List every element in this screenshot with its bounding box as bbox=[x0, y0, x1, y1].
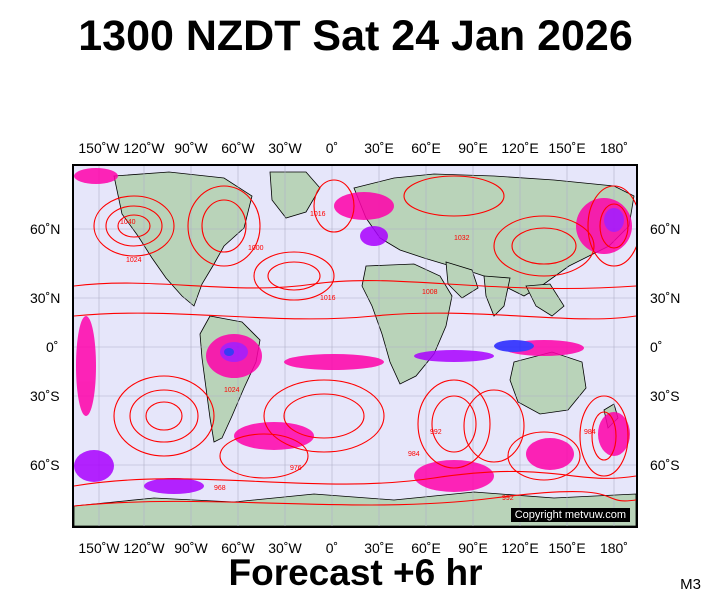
lon-label-top: 90˚W bbox=[174, 140, 208, 156]
pressure-label: 1024 bbox=[224, 387, 240, 394]
pressure-label: 992 bbox=[502, 495, 514, 502]
pressure-label: 984 bbox=[584, 429, 596, 436]
weather-map-svg: 1040 1024 1016 1000 1016 1008 1032 992 9… bbox=[74, 166, 636, 526]
arabia bbox=[445, 261, 479, 299]
pressure-labels: 1040 1024 1016 1000 1016 1008 1032 992 9… bbox=[120, 211, 596, 502]
lat-label-right: 60˚S bbox=[650, 457, 680, 473]
pressure-label: 984 bbox=[408, 451, 420, 458]
southeast-asia bbox=[525, 283, 565, 317]
lon-label-bottom: 150˚W bbox=[78, 540, 120, 556]
greenland bbox=[269, 171, 321, 219]
lon-label-bottom: 120˚E bbox=[501, 540, 539, 556]
north-america bbox=[113, 171, 253, 307]
forecast-label: Forecast +6 hr bbox=[228, 552, 483, 593]
lat-label-right: 30˚N bbox=[650, 290, 681, 306]
pressure-label: 1040 bbox=[120, 219, 136, 226]
isobars bbox=[74, 175, 636, 507]
lon-label-bottom: 0˚ bbox=[325, 540, 339, 556]
lon-label-bottom: 150˚E bbox=[548, 540, 586, 556]
pressure-label: 1008 bbox=[422, 289, 438, 296]
lon-label-bottom: 120˚W bbox=[123, 540, 165, 556]
lon-label-bottom: 60˚W bbox=[221, 540, 255, 556]
lon-label-top: 150˚W bbox=[78, 140, 120, 156]
lon-label-top: 60˚W bbox=[221, 140, 255, 156]
model-tag: M3 bbox=[680, 576, 701, 593]
antarctica bbox=[74, 491, 636, 526]
pressure-label: 968 bbox=[214, 485, 226, 492]
lat-label-left: 30˚S bbox=[30, 388, 60, 404]
lon-label-bottom: 180˚ bbox=[599, 540, 629, 556]
pressure-label: 992 bbox=[430, 429, 442, 436]
lat-label-left: 30˚N bbox=[30, 290, 61, 306]
lat-label-right: 30˚S bbox=[650, 388, 680, 404]
lon-label-top: 30˚W bbox=[268, 140, 302, 156]
lat-label-left: 60˚S bbox=[30, 457, 60, 473]
lat-label-left: 0˚ bbox=[46, 339, 59, 355]
lon-label-top: 30˚E bbox=[364, 140, 394, 156]
lon-label-top: 120˚W bbox=[123, 140, 165, 156]
copyright-badge: Copyright metvuw.com bbox=[510, 508, 630, 522]
pressure-label: 1016 bbox=[310, 211, 326, 218]
lon-label-bottom: 30˚W bbox=[268, 540, 302, 556]
pressure-label: 1000 bbox=[248, 245, 264, 252]
lon-label-top: 60˚E bbox=[411, 140, 441, 156]
pressure-label: 1016 bbox=[320, 295, 336, 302]
lat-label-left: 60˚N bbox=[30, 221, 61, 237]
lon-label-bottom: 60˚E bbox=[411, 540, 441, 556]
lon-label-top: 90˚E bbox=[458, 140, 488, 156]
weather-map: 1040 1024 1016 1000 1016 1008 1032 992 9… bbox=[72, 164, 638, 528]
pressure-label: 1024 bbox=[126, 257, 142, 264]
pressure-label: 1032 bbox=[454, 235, 470, 242]
lon-label-bottom: 30˚E bbox=[364, 540, 394, 556]
lon-label-top: 0˚ bbox=[325, 140, 339, 156]
lon-label-bottom: 90˚E bbox=[458, 540, 488, 556]
lat-label-right: 60˚N bbox=[650, 221, 681, 237]
lon-label-top: 180˚ bbox=[599, 140, 629, 156]
lon-label-top: 120˚E bbox=[501, 140, 539, 156]
lat-label-right: 0˚ bbox=[650, 339, 663, 355]
lon-label-top: 150˚E bbox=[548, 140, 586, 156]
pressure-label: 976 bbox=[290, 465, 302, 472]
lon-label-bottom: 90˚W bbox=[174, 540, 208, 556]
map-title: 1300 NZDT Sat 24 Jan 2026 bbox=[78, 12, 633, 60]
